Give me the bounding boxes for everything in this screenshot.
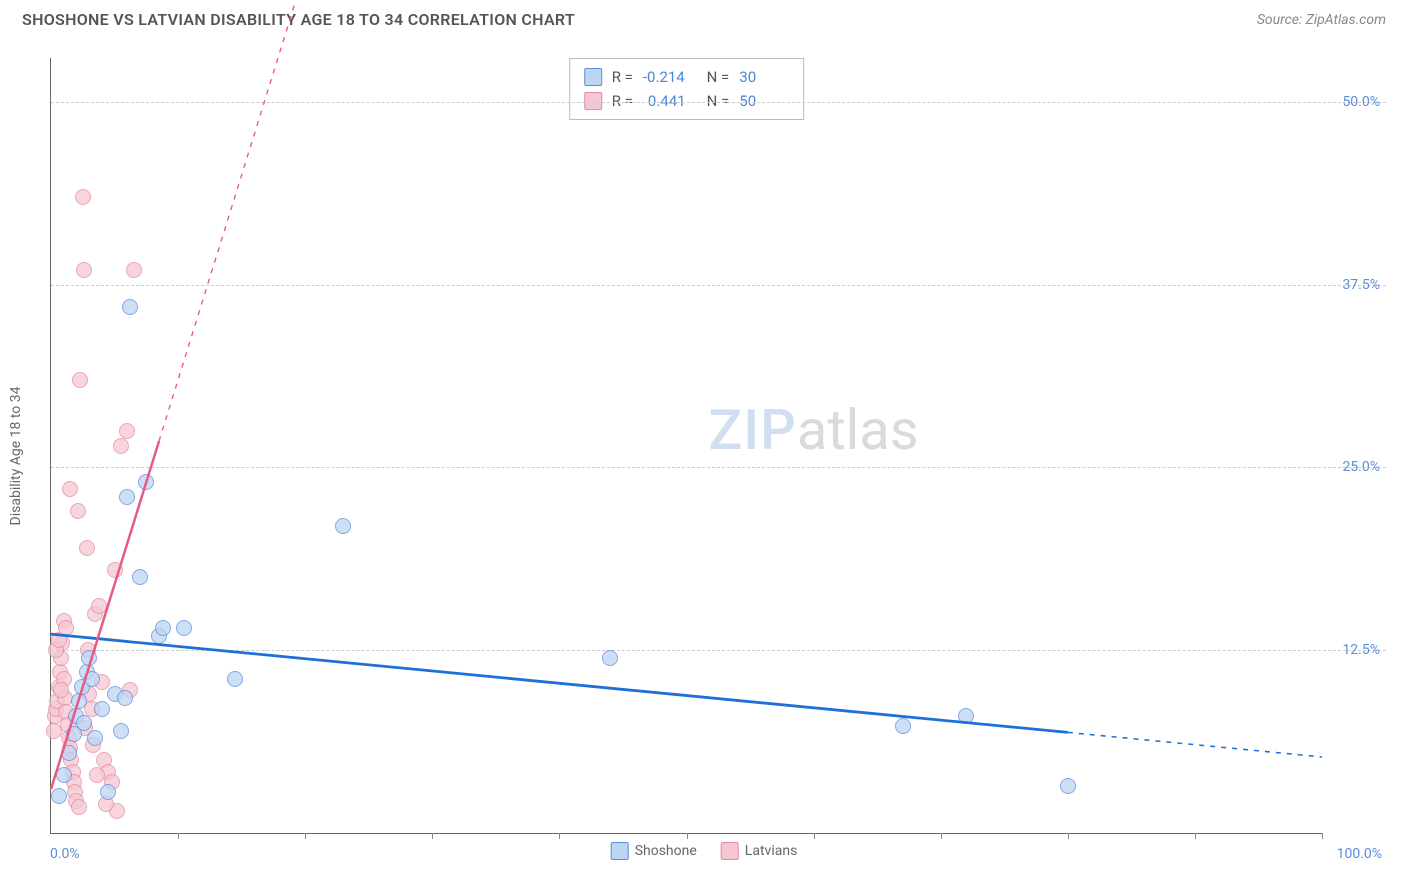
data-point xyxy=(71,693,87,709)
bottom-legend: Shoshone Latvians xyxy=(611,842,798,860)
x-axis-label-left: 0.0% xyxy=(50,846,80,862)
y-axis-title: Disability Age 18 to 34 xyxy=(8,387,24,526)
data-point xyxy=(113,438,129,454)
data-point xyxy=(119,423,135,439)
plot-area: ZIPatlas R = -0.214 N = 30 R = 0.441 N =… xyxy=(50,58,1322,834)
source-label: Source: ZipAtlas.com xyxy=(1257,12,1386,28)
data-point xyxy=(895,718,911,734)
data-point xyxy=(71,799,87,815)
data-point xyxy=(94,701,110,717)
data-point xyxy=(72,372,88,388)
data-point xyxy=(61,745,77,761)
data-point xyxy=(87,730,103,746)
data-point xyxy=(122,299,138,315)
data-point xyxy=(119,489,135,505)
data-point xyxy=(76,262,92,278)
legend-label-latvians: Latvians xyxy=(745,843,798,859)
legend-item-shoshone: Shoshone xyxy=(611,842,697,860)
x-tick xyxy=(941,833,942,839)
stats-row-shoshone: R = -0.214 N = 30 xyxy=(584,65,790,89)
data-point xyxy=(62,481,78,497)
data-point xyxy=(132,569,148,585)
x-axis-label-right: 100.0% xyxy=(1337,846,1382,862)
data-point xyxy=(70,503,86,519)
data-point xyxy=(155,620,171,636)
legend-swatch-shoshone xyxy=(611,842,629,860)
legend-label-shoshone: Shoshone xyxy=(635,843,697,859)
stats-n-shoshone: 30 xyxy=(739,65,789,89)
data-point xyxy=(79,540,95,556)
data-point xyxy=(84,671,100,687)
data-point xyxy=(58,620,74,636)
x-tick xyxy=(1322,833,1323,839)
chart-title: SHOSHONE VS LATVIAN DISABILITY AGE 18 TO… xyxy=(22,10,575,29)
data-point xyxy=(1060,778,1076,794)
watermark-zip: ZIP xyxy=(709,397,797,463)
x-tick xyxy=(1068,833,1069,839)
x-tick xyxy=(432,833,433,839)
chart-container: Disability Age 18 to 34 ZIPatlas R = -0.… xyxy=(22,40,1386,872)
trendline-dashed xyxy=(159,0,369,441)
data-point xyxy=(126,262,142,278)
trendlines-svg xyxy=(51,58,1322,833)
x-tick xyxy=(305,833,306,839)
data-point xyxy=(51,788,67,804)
stats-n-label: N = xyxy=(703,65,729,89)
data-point xyxy=(56,767,72,783)
x-tick xyxy=(559,833,560,839)
gridline xyxy=(51,467,1386,468)
x-tick xyxy=(687,833,688,839)
data-point xyxy=(107,562,123,578)
gridline xyxy=(51,650,1386,651)
data-point xyxy=(602,650,618,666)
data-point xyxy=(335,518,351,534)
data-point xyxy=(91,598,107,614)
data-point xyxy=(113,723,129,739)
data-point xyxy=(53,682,69,698)
swatch-shoshone xyxy=(584,68,602,86)
stats-r-label: R = xyxy=(612,65,633,89)
data-point xyxy=(176,620,192,636)
stats-legend: R = -0.214 N = 30 R = 0.441 N = 50 xyxy=(569,58,805,120)
trendline-solid xyxy=(51,634,1068,732)
data-point xyxy=(81,650,97,666)
y-tick-label: 25.0% xyxy=(1342,459,1380,475)
data-point xyxy=(958,708,974,724)
data-point xyxy=(117,690,133,706)
data-point xyxy=(138,474,154,490)
data-point xyxy=(75,189,91,205)
data-point xyxy=(227,671,243,687)
watermark-atlas: atlas xyxy=(797,397,919,463)
gridline xyxy=(51,285,1386,286)
data-point xyxy=(89,767,105,783)
watermark: ZIPatlas xyxy=(709,397,919,463)
trendline-dashed xyxy=(1068,732,1322,757)
x-tick xyxy=(814,833,815,839)
y-tick-label: 50.0% xyxy=(1342,94,1380,110)
y-tick-label: 37.5% xyxy=(1342,277,1380,293)
stats-r-shoshone: -0.214 xyxy=(643,65,693,89)
legend-swatch-latvians xyxy=(721,842,739,860)
x-tick xyxy=(178,833,179,839)
x-tick xyxy=(1195,833,1196,839)
legend-item-latvians: Latvians xyxy=(721,842,798,860)
data-point xyxy=(100,784,116,800)
gridline xyxy=(51,102,1386,103)
data-point xyxy=(76,715,92,731)
y-tick-label: 12.5% xyxy=(1342,642,1380,658)
